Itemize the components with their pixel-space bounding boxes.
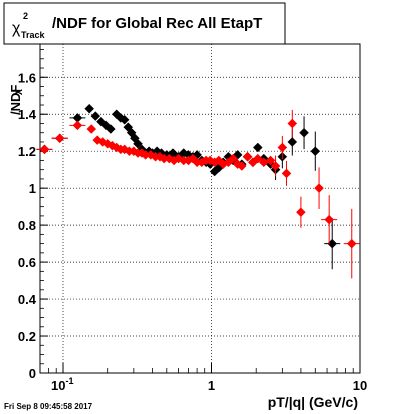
data-point xyxy=(324,214,335,225)
data-point xyxy=(39,144,50,155)
axes: 0 0.2 0.4 0.6 0.8 1 1.2 1.4 1.6 10-1 1 10 xyxy=(18,49,367,393)
data-point xyxy=(90,111,101,121)
y-tick-label: 0 xyxy=(29,366,36,381)
title-sub: Track xyxy=(21,30,46,40)
ylabel-chi: χ xyxy=(12,89,23,95)
data-point xyxy=(242,151,253,162)
data-point xyxy=(287,118,298,129)
data-point xyxy=(346,238,357,249)
y-tick-label: 1 xyxy=(29,181,36,196)
series-2 xyxy=(36,109,360,279)
data-point xyxy=(314,183,324,194)
y-tick-label: 0.2 xyxy=(18,329,36,344)
data-point xyxy=(97,137,108,147)
data-point xyxy=(164,153,175,164)
x-axis-label: pT/|q| (GeV/c) xyxy=(268,394,358,410)
timestamp: Fri Sep 8 09:45:58 2017 xyxy=(4,402,93,411)
data-point xyxy=(252,142,263,153)
data-point xyxy=(228,153,239,164)
data-point xyxy=(119,114,130,125)
data-point xyxy=(310,146,321,157)
data-point xyxy=(145,150,156,160)
data-point xyxy=(252,153,263,164)
y-tick-label: 0.6 xyxy=(18,255,36,270)
data-point xyxy=(105,124,116,134)
y-tick-label: 1.6 xyxy=(18,70,36,85)
y-axis-label: χ /NDF xyxy=(8,85,23,115)
title-chi: χ xyxy=(12,20,21,37)
data-point xyxy=(287,137,298,147)
data-point xyxy=(296,207,306,218)
x-tick-label-exponent: -1 xyxy=(65,376,73,386)
x-tick-label: 10 xyxy=(353,378,367,393)
chart-title: /NDF for Global Rec All EtapT xyxy=(52,15,262,32)
grid-lines xyxy=(40,44,360,373)
data-point xyxy=(72,120,83,131)
x-tick-label: 1 xyxy=(208,378,215,393)
y-tick-label: 0.8 xyxy=(18,218,36,233)
ylabel-text: /NDF xyxy=(8,85,23,115)
data-point xyxy=(84,103,95,114)
title-sup: 2 xyxy=(23,11,28,21)
data-point xyxy=(277,142,288,153)
data-point xyxy=(270,161,281,171)
data-point xyxy=(281,168,292,179)
data-point xyxy=(173,153,184,164)
title-box: χ 2 Track /NDF for Global Rec All EtapT xyxy=(3,2,286,45)
data-point xyxy=(236,161,247,171)
data-point xyxy=(86,124,97,134)
plot-frame xyxy=(39,43,361,374)
plot-border xyxy=(39,43,361,374)
y-tick-label: 1.4 xyxy=(18,107,37,122)
x-tick-label: 10-1 xyxy=(51,376,73,393)
y-tick-label: 1.2 xyxy=(18,144,36,159)
data-point xyxy=(54,133,65,144)
data-point xyxy=(119,144,130,155)
data-point xyxy=(299,127,309,138)
data-marks xyxy=(36,103,360,279)
data-point xyxy=(265,155,276,166)
y-tick-label: 0.4 xyxy=(18,292,37,307)
series-1 xyxy=(36,103,341,270)
data-point xyxy=(111,109,122,120)
data-point xyxy=(188,153,198,164)
